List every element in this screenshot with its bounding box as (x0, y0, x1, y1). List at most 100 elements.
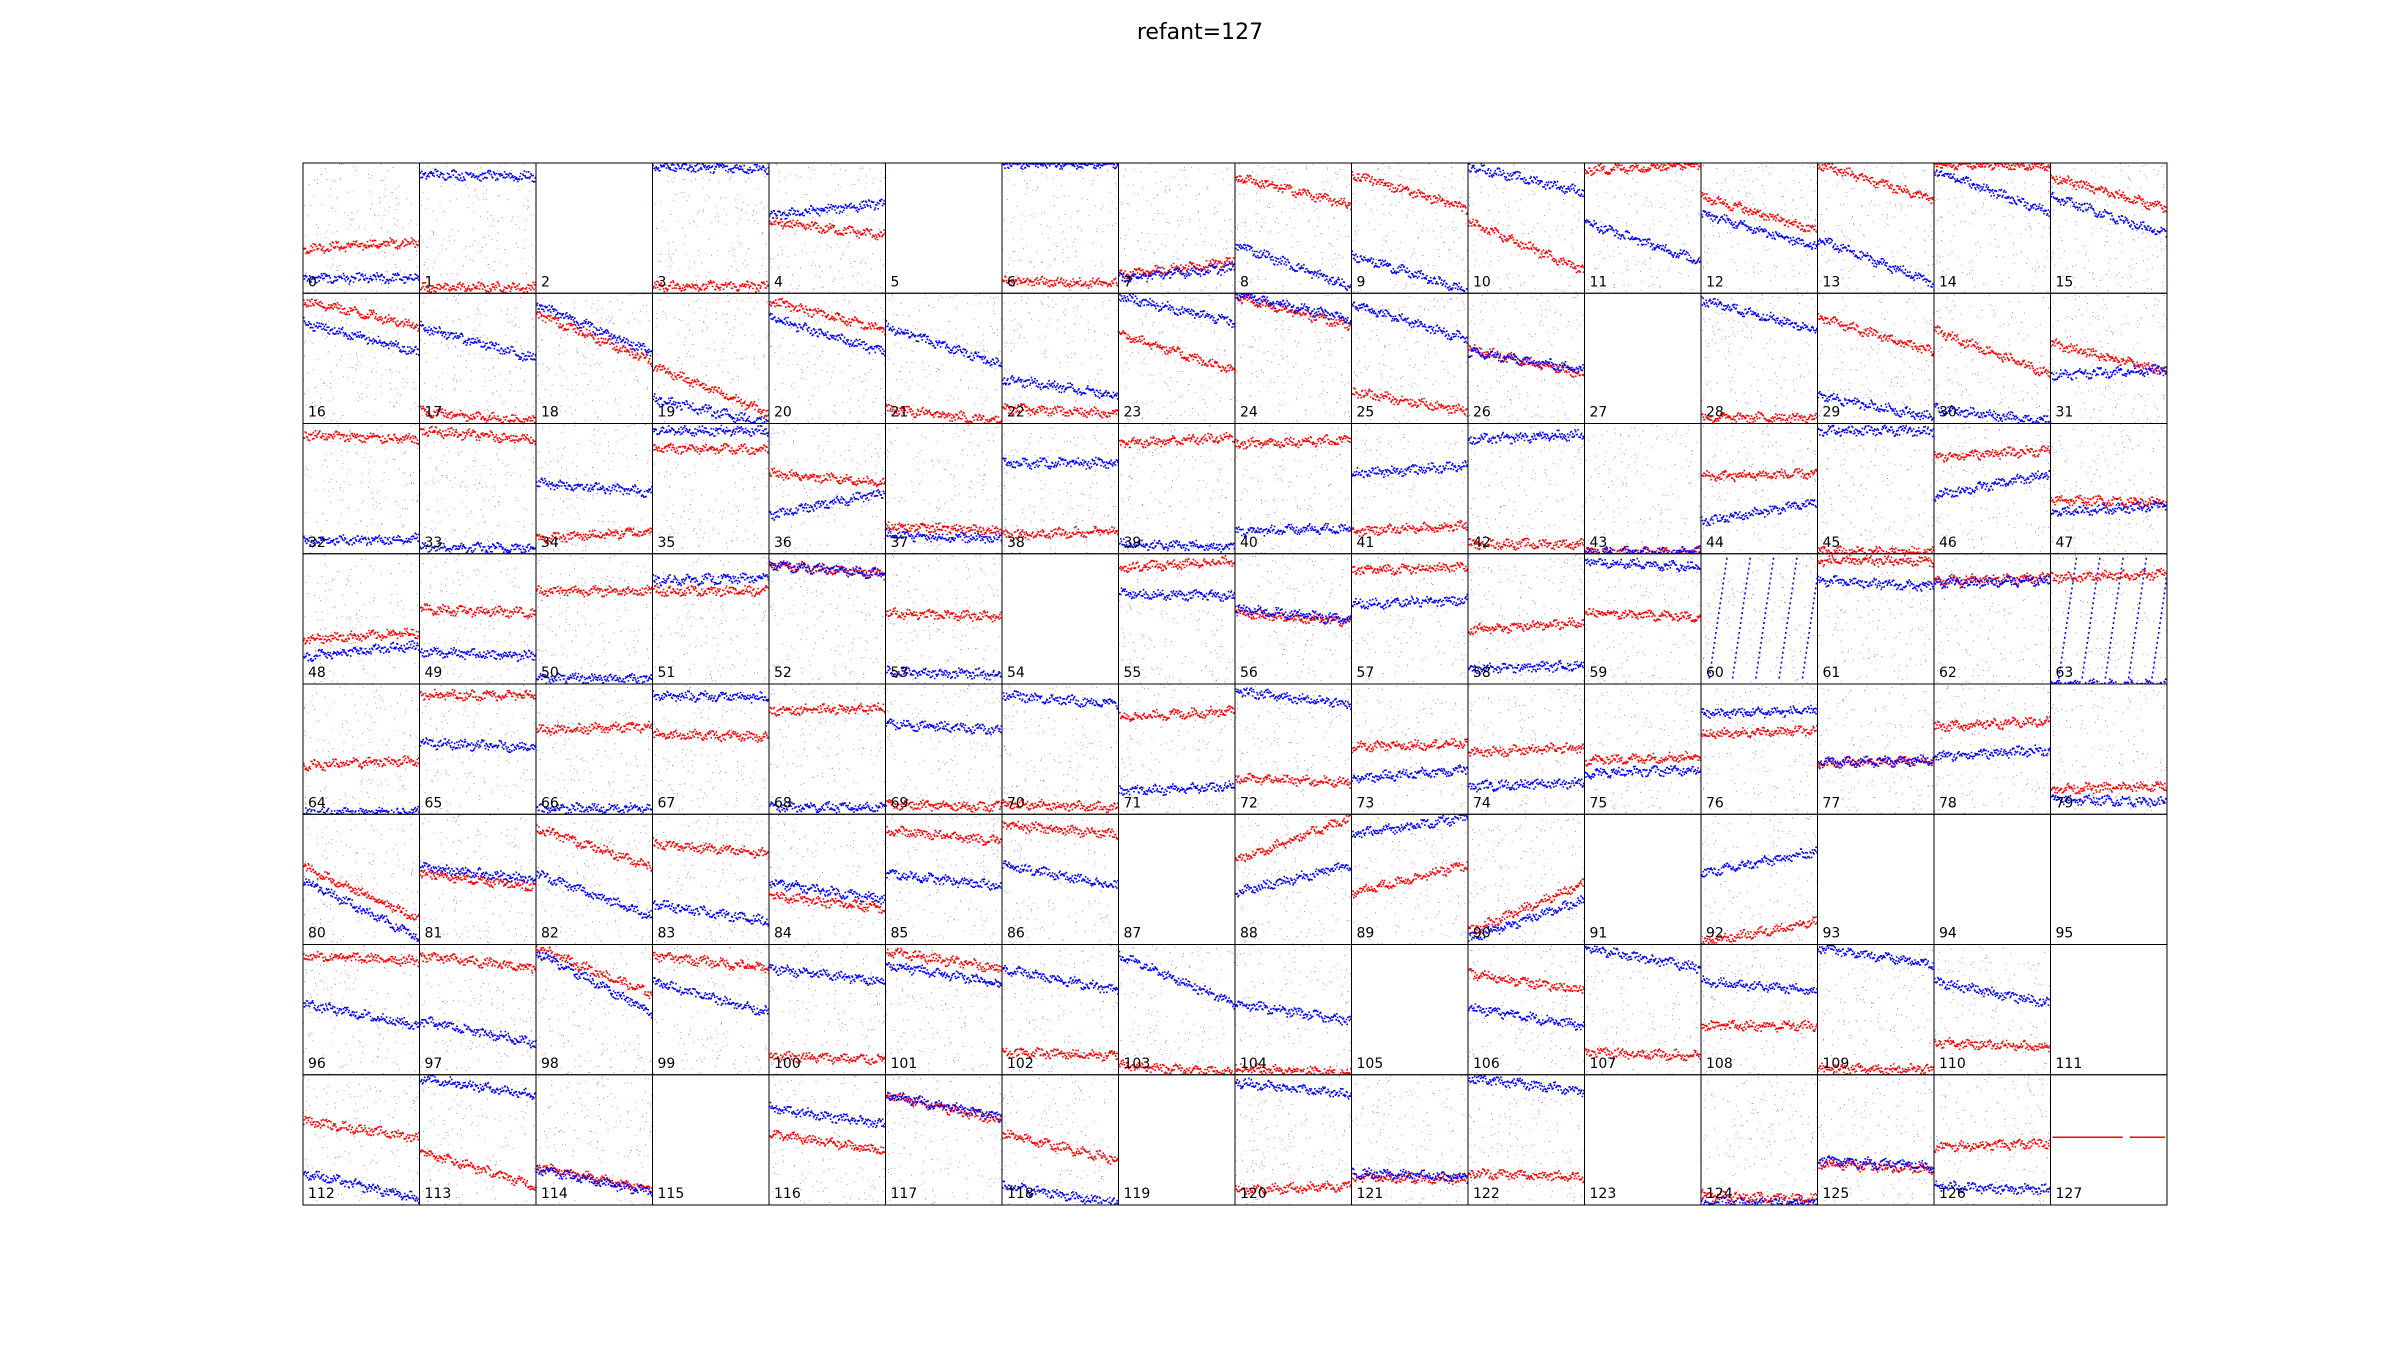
blue-series-band (769, 312, 886, 357)
panel-49: 49 (419, 553, 537, 685)
red-scatter-points (1703, 685, 1818, 813)
blue-series-band (1817, 944, 1934, 971)
red-series-band (1235, 434, 1352, 450)
panel-81: 81 (419, 813, 537, 945)
panel-label: 89 (1357, 926, 1375, 942)
red-series-band (769, 1050, 886, 1066)
panel-label: 88 (1240, 926, 1258, 942)
panel-label: 80 (308, 926, 326, 942)
red-scatter-points (652, 424, 769, 552)
blue-scatter-points (769, 944, 886, 1068)
blue-scatter-points (652, 685, 769, 812)
blue-series-band (1817, 424, 1934, 438)
blue-series-band (1002, 1180, 1119, 1205)
panel-63: 63 (2050, 553, 2168, 685)
red-series-band (1235, 814, 1352, 863)
panel-53: 53 (885, 553, 1003, 685)
red-series-band (1002, 1047, 1119, 1062)
red-series-band (1701, 411, 1818, 424)
panel-104: 104 (1234, 944, 1352, 1076)
panel-21: 21 (885, 292, 1003, 424)
red-series-band (1351, 861, 1468, 899)
blue-scatter-points (1353, 814, 1468, 945)
blue-scatter-points (1469, 1076, 1585, 1203)
panel-label: 125 (1823, 1186, 1850, 1202)
blue-series-band (536, 870, 653, 920)
red-series-band (419, 952, 536, 974)
panel-label: 111 (2056, 1056, 2083, 1072)
blue-series-band (303, 878, 420, 942)
blue-streak (2057, 557, 2078, 681)
red-series-band (1002, 275, 1119, 289)
panel-43: 43 (1584, 423, 1702, 555)
panel-label: 11 (1590, 274, 1608, 290)
panel-80: 80 (302, 813, 420, 945)
panel-90: 90 (1467, 813, 1585, 945)
blue-scatter-points (1355, 423, 1468, 554)
blue-series-band (652, 163, 769, 175)
red-series-band (1934, 571, 2051, 587)
panel-68: 68 (768, 683, 886, 815)
panel-35: 35 (652, 423, 770, 555)
red-series-band (419, 603, 536, 620)
panel-30: 30 (1933, 292, 2051, 424)
panel-label: 26 (1473, 405, 1491, 421)
red-series-band (1934, 163, 2051, 172)
panel-label: 93 (1823, 926, 1841, 942)
panel-label: 65 (425, 795, 443, 811)
panel-label: 87 (1124, 926, 1142, 942)
blue-series-band (303, 532, 420, 548)
panel-label: 2 (541, 274, 550, 290)
panel-label: 58 (1473, 665, 1491, 681)
red-series-band (1817, 163, 1934, 205)
red-series-band (1701, 467, 1818, 483)
panel-label: 1 (425, 274, 434, 290)
panel-frame (768, 162, 886, 294)
red-series-band (1235, 174, 1352, 211)
red-series-band (652, 728, 769, 743)
red-scatter-points (1002, 1077, 1119, 1203)
blue-series-band (1002, 456, 1119, 470)
panel-6: 6 (1001, 162, 1119, 294)
red-series-band (1817, 1062, 1934, 1075)
red-scatter-points (1703, 164, 1818, 292)
blue-scatter-points (1469, 555, 1585, 681)
blue-series-band (1235, 1077, 1352, 1100)
panel-94: 94 (1933, 813, 2051, 945)
blue-series-band (1351, 814, 1468, 839)
panel-77: 77 (1817, 683, 1935, 815)
red-series-band (652, 363, 769, 418)
red-series-band (1002, 403, 1119, 419)
panel-24: 24 (1234, 292, 1352, 424)
red-series-band (1351, 387, 1468, 417)
panel-label: 92 (1706, 926, 1724, 942)
panel-9: 9 (1351, 162, 1469, 294)
blue-series-band (419, 1016, 536, 1049)
panel-frame (419, 162, 537, 294)
panel-frame (1351, 162, 1469, 294)
panel-label: 21 (891, 405, 909, 421)
red-series-band (1584, 750, 1701, 767)
blue-series-band (1002, 965, 1119, 995)
blue-series-band (652, 899, 769, 927)
panel-71: 71 (1118, 683, 1236, 815)
red-series-band (536, 720, 653, 736)
red-series-band (1468, 537, 1585, 551)
blue-series-band (303, 1170, 420, 1205)
panel-label: 3 (658, 274, 667, 290)
panel-label: 5 (891, 274, 900, 290)
panel-111: 111 (2050, 944, 2168, 1076)
panel-label: 24 (1240, 405, 1258, 421)
red-series-band (1235, 1063, 1352, 1075)
red-series-band (303, 755, 420, 772)
red-series-band (1118, 1059, 1235, 1075)
red-series-band (2050, 494, 2167, 508)
red-series-band (303, 862, 420, 921)
panel-label: 84 (774, 926, 792, 942)
blue-streak (1731, 557, 1752, 681)
blue-series-band (419, 737, 536, 753)
panel-label: 13 (1823, 274, 1841, 290)
panel-127: 127 (2050, 1074, 2168, 1206)
panel-27: 27 (1584, 292, 1702, 424)
panel-label: 4 (774, 274, 783, 290)
